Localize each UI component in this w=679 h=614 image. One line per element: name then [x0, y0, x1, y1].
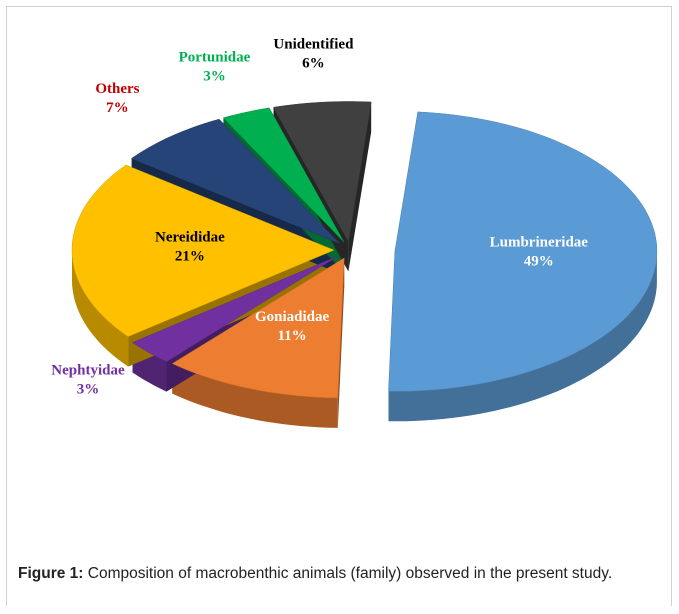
slice-label: Nephtyidae	[51, 362, 125, 378]
layer	[71, 101, 658, 399]
slice-side	[172, 363, 338, 428]
slice	[171, 257, 345, 399]
slice-value-label: 49%	[524, 254, 554, 270]
slice-label: Unidentified	[273, 37, 354, 53]
slice	[131, 118, 340, 244]
caption-label: Figure 1:	[18, 565, 84, 582]
slice-side	[72, 250, 129, 367]
slice-value-label: 21%	[175, 249, 205, 265]
slice-label: Goniadidae	[255, 309, 330, 325]
slice	[71, 164, 335, 337]
figure-frame	[6, 6, 672, 606]
slice	[131, 255, 339, 362]
layer: Lumbrineridae 49% Goniadidae 11% Nephtyidae 3…	[51, 37, 588, 398]
slice-label: Lumbrineridae	[490, 235, 589, 251]
slice-value-label: 7%	[106, 100, 129, 116]
slice-label: Portunidae	[179, 50, 251, 66]
slice	[388, 111, 658, 392]
caption-text: Composition of macrobenthic animals (fam…	[87, 565, 613, 582]
chart: Lumbrineridae 49% Goniadidae 11% Nephtyidae 3…	[51, 37, 658, 428]
slice-value-label: 6%	[302, 56, 325, 72]
slice-label: Nereididae	[155, 230, 225, 246]
caption: Figure 1: Composition of macrobenthic an…	[18, 564, 662, 584]
slice-wall	[337, 258, 345, 428]
slice-label: Others	[95, 81, 139, 97]
slice-value-label: 3%	[203, 69, 226, 85]
slice-value-label: 11%	[278, 328, 307, 344]
slice	[222, 107, 345, 243]
slice-value-label: 3%	[77, 381, 100, 397]
slice-wall	[348, 102, 372, 272]
slice	[273, 101, 372, 243]
